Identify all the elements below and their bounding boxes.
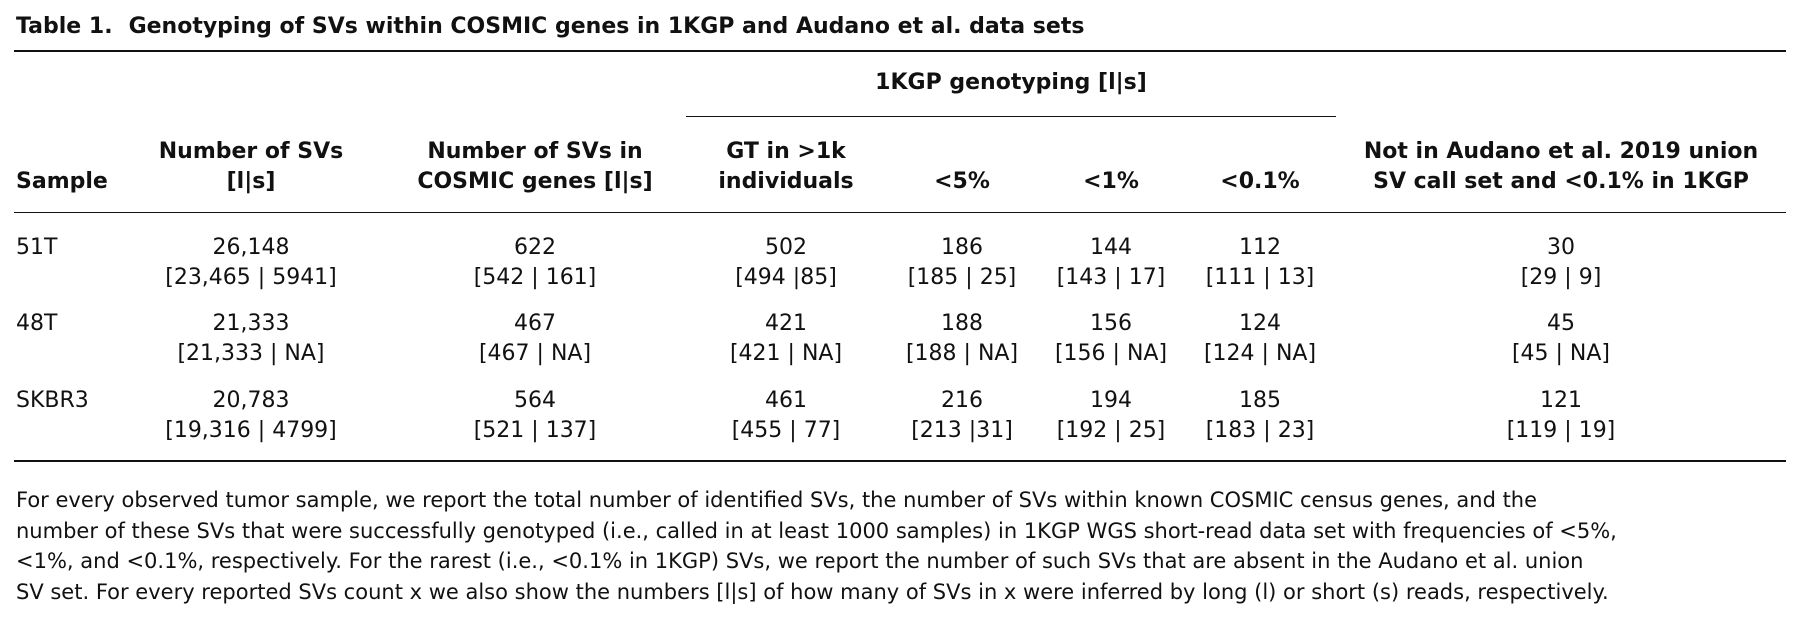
header-gt-line2: individuals (718, 169, 854, 194)
cell-ls-value: [521 | 137] (473, 418, 597, 443)
cell-gt: 461 [455 | 77] (686, 386, 886, 446)
header-sample: Sample (16, 169, 108, 194)
cell-sample: 48T (16, 311, 58, 336)
cell-value: 21,333 (212, 311, 290, 336)
cell-value: 186 (941, 235, 983, 260)
cell-lt5: 216 [213 |31] (886, 386, 1038, 446)
cell-ls-value: [467 | NA] (478, 341, 592, 366)
cell-sample: SKBR3 (16, 388, 89, 413)
cell-value: 124 (1239, 311, 1281, 336)
cell-gt: 502 [494 |85] (686, 233, 886, 293)
header-audano-line2: SV call set and <0.1% in 1KGP (1373, 169, 1749, 194)
cell-value: 26,148 (212, 235, 290, 260)
header-num-svs-line2: [l|s] (226, 169, 276, 194)
header-lt1: <1% (1083, 169, 1139, 194)
cell-ls-value: [542 | 161] (473, 265, 597, 290)
header-cosmic-line1: Number of SVs in (427, 139, 643, 164)
cell-audano: 30 [29 | 9] (1336, 233, 1786, 293)
cell-cosmic: 622 [542 | 161] (384, 233, 686, 293)
table-caption: Table 1. Genotyping of SVs within COSMIC … (16, 14, 1084, 39)
cell-num-svs: 26,148 [23,465 | 5941] (118, 233, 384, 293)
cell-ls-value: [111 | 13] (1205, 265, 1315, 290)
cell-value: 194 (1090, 388, 1132, 413)
cell-gt: 421 [421 | NA] (686, 309, 886, 369)
header-cosmic: Number of SVs in COSMIC genes [l|s] (384, 137, 686, 197)
cell-value: 20,783 (212, 388, 290, 413)
cell-lt1: 194 [192 | 25] (1038, 386, 1184, 446)
cell-lt01: 112 [111 | 13] (1184, 233, 1336, 293)
cell-value: 622 (514, 235, 556, 260)
cell-ls-value: [156 | NA] (1054, 341, 1168, 366)
header-rule (14, 212, 1786, 213)
header-audano-line1: Not in Audano et al. 2019 union (1363, 139, 1759, 164)
group-header-1kgp: 1KGP genotyping [l|s] (875, 70, 1147, 95)
footnote-line: For every observed tumor sample, we repo… (16, 488, 1538, 512)
cell-value: 45 (1547, 311, 1575, 336)
cell-value: 216 (941, 388, 983, 413)
cell-cosmic: 467 [467 | NA] (384, 309, 686, 369)
footnote-line: SV set. For every reported SVs count x w… (16, 579, 1609, 604)
cell-value: 112 (1239, 235, 1281, 260)
table-title: Genotyping of SVs within COSMIC genes in… (128, 14, 1085, 39)
cell-ls-value: [185 | 25] (907, 265, 1017, 290)
cell-ls-value: [455 | 77] (731, 418, 841, 443)
cell-ls-value: [19,316 | 4799] (165, 418, 337, 443)
group-header-rule (686, 116, 1336, 117)
header-lt5: <5% (934, 169, 990, 194)
cell-num-svs: 20,783 [19,316 | 4799] (118, 386, 384, 446)
top-rule (14, 50, 1786, 52)
cell-value: 156 (1090, 311, 1132, 336)
cell-audano: 121 [119 | 19] (1336, 386, 1786, 446)
cell-sample: 51T (16, 235, 58, 260)
cell-ls-value: [29 | 9] (1520, 265, 1602, 290)
cell-value: 502 (765, 235, 807, 260)
header-audano: Not in Audano et al. 2019 union SV call … (1336, 137, 1786, 197)
header-num-svs: Number of SVs [l|s] (118, 137, 384, 197)
cell-ls-value: [192 | 25] (1056, 418, 1166, 443)
cell-ls-value: [143 | 17] (1056, 265, 1166, 290)
bottom-rule (14, 460, 1786, 462)
cell-ls-value: [213 |31] (911, 418, 1013, 443)
cell-lt5: 186 [185 | 25] (886, 233, 1038, 293)
header-num-svs-line1: Number of SVs (158, 139, 344, 164)
cell-ls-value: [45 | NA] (1511, 341, 1611, 366)
cell-value: 564 (514, 388, 556, 413)
cell-ls-value: [421 | NA] (729, 341, 843, 366)
header-gt-line1: GT in >1k (726, 139, 846, 164)
cell-ls-value: [21,333 | NA] (177, 341, 325, 366)
cell-value: 30 (1547, 235, 1575, 260)
header-gt: GT in >1k individuals (686, 137, 886, 197)
cell-lt01: 185 [183 | 23] (1184, 386, 1336, 446)
cell-audano: 45 [45 | NA] (1336, 309, 1786, 369)
cell-value: 144 (1090, 235, 1132, 260)
cell-value: 467 (514, 311, 556, 336)
cell-lt5: 188 [188 | NA] (886, 309, 1038, 369)
cell-cosmic: 564 [521 | 137] (384, 386, 686, 446)
cell-value: 421 (765, 311, 807, 336)
cell-value: 188 (941, 311, 983, 336)
cell-lt1: 156 [156 | NA] (1038, 309, 1184, 369)
cell-lt1: 144 [143 | 17] (1038, 233, 1184, 293)
header-lt01: <0.1% (1220, 169, 1300, 194)
cell-value: 185 (1239, 388, 1281, 413)
cell-value: 121 (1540, 388, 1582, 413)
cell-lt01: 124 [124 | NA] (1184, 309, 1336, 369)
cell-value: 461 (765, 388, 807, 413)
cell-ls-value: [494 |85] (735, 265, 837, 290)
footnote-line: <1%, and <0.1%, respectively. For the ra… (16, 549, 1584, 573)
cell-ls-value: [124 | NA] (1203, 341, 1317, 366)
table-label: Table 1. (16, 14, 113, 39)
header-cosmic-line2: COSMIC genes [l|s] (417, 169, 653, 194)
table-footnote: For every observed tumor sample, we repo… (16, 485, 1786, 607)
cell-num-svs: 21,333 [21,333 | NA] (118, 309, 384, 369)
cell-ls-value: [183 | 23] (1205, 418, 1315, 443)
cell-ls-value: [119 | 19] (1506, 418, 1616, 443)
cell-ls-value: [188 | NA] (905, 341, 1019, 366)
footnote-line: number of these SVs that were successful… (16, 518, 1617, 543)
cell-ls-value: [23,465 | 5941] (165, 265, 337, 290)
